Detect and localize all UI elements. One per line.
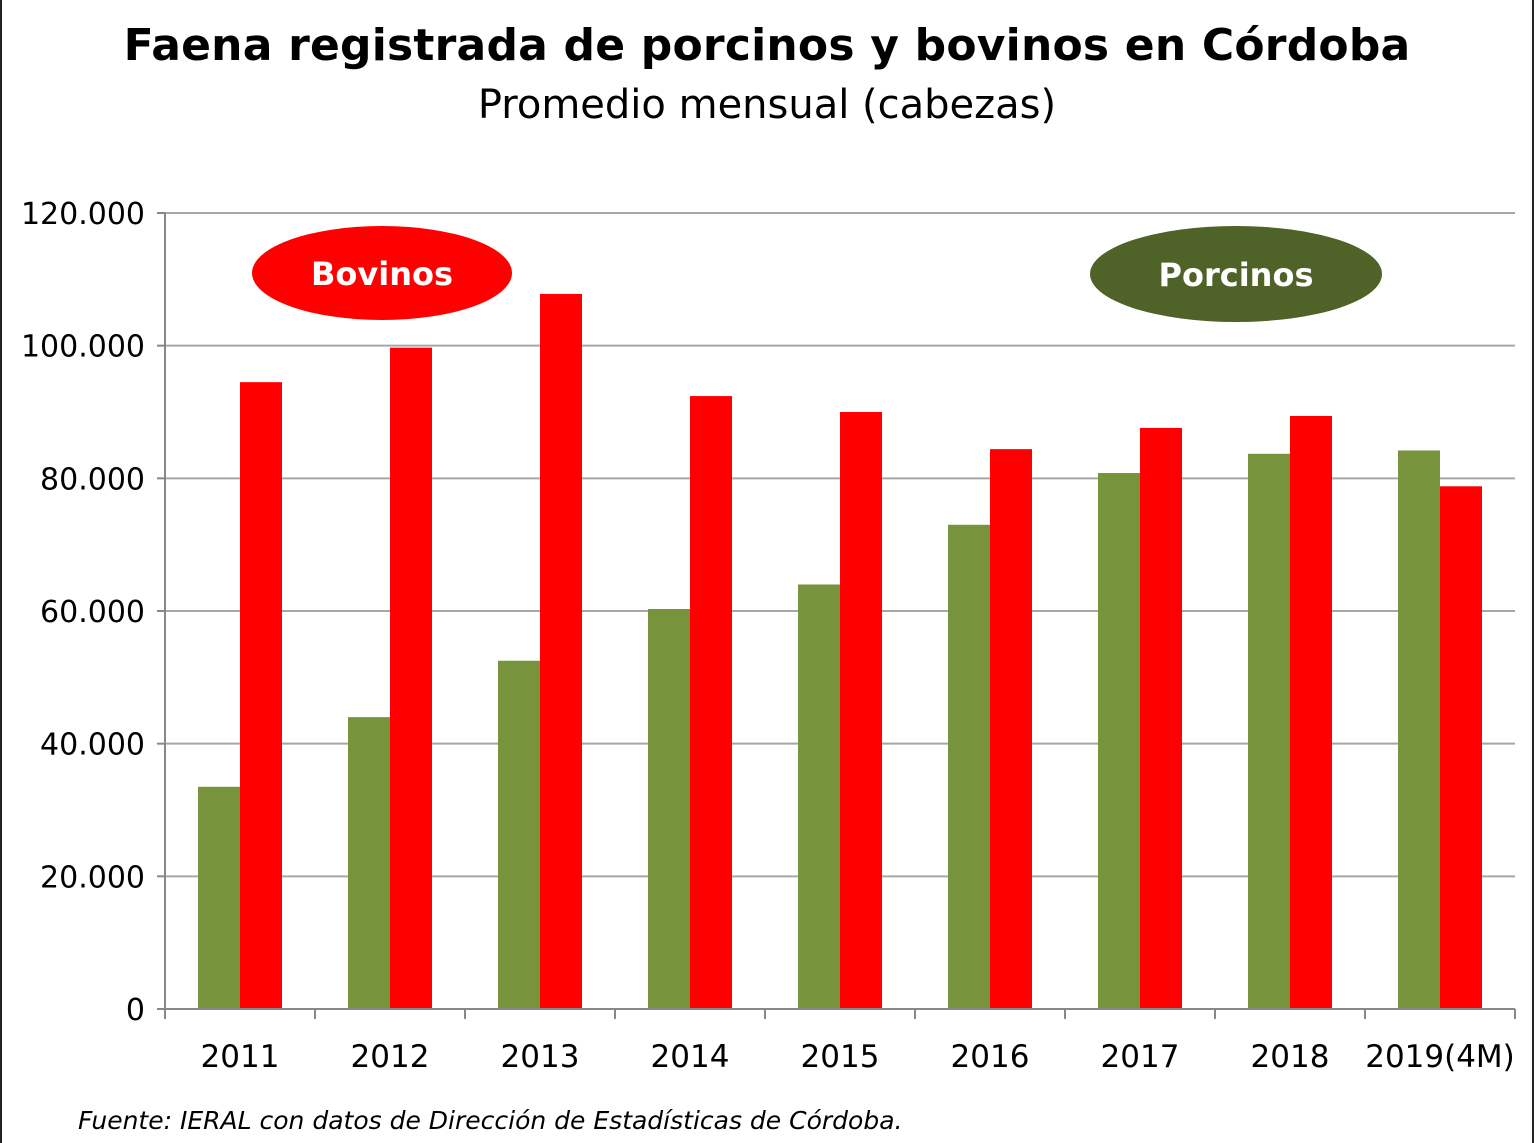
y-tick-label: 100.000 <box>21 330 145 365</box>
y-tick-label: 20.000 <box>40 860 145 895</box>
bar-bovinos-2015 <box>840 412 882 1009</box>
legend-badge-porcinos <box>1090 226 1382 322</box>
x-tick-label: 2015 <box>801 1039 880 1075</box>
bar-bovinos-2019(4M) <box>1440 486 1482 1009</box>
legend: Bovinos Porcinos <box>252 226 1382 322</box>
x-tick-label: 2014 <box>651 1039 730 1075</box>
bar-bovinos-2016 <box>990 449 1032 1009</box>
bar-porcinos-2016 <box>948 524 990 1009</box>
bar-bovinos-2012 <box>390 347 432 1009</box>
x-tick-label: 2019(4M) <box>1365 1039 1515 1075</box>
bar-porcinos-2017 <box>1098 473 1140 1009</box>
source-note: Fuente: IERAL con datos de Dirección de … <box>78 1106 903 1135</box>
x-axis-labels: 2011 2012 2013 2014 2015 2016 2017 2018 2019(4M) <box>201 1039 1515 1075</box>
x-axis <box>164 213 1516 1019</box>
y-tick-label: 80.000 <box>40 462 145 497</box>
bar-bovinos-2014 <box>690 396 732 1010</box>
bar-bovinos-2013 <box>540 293 582 1010</box>
y-axis-ticks: 0 20.000 40.000 60.000 80.000 100.000 120.000 <box>21 197 165 1028</box>
x-tick-label: 2011 <box>201 1039 280 1075</box>
x-tick-label: 2018 <box>1251 1039 1330 1075</box>
chart-subtitle: Promedio mensual (cabezas) <box>477 82 1057 128</box>
bar-porcinos-2018 <box>1248 453 1290 1009</box>
bar-porcinos-2019(4M) <box>1398 450 1440 1009</box>
bar-porcinos-2013 <box>498 660 540 1009</box>
legend-label-bovinos: Bovinos <box>311 255 453 293</box>
x-tick-label: 2016 <box>951 1039 1030 1075</box>
bar-bovinos-2017 <box>1140 427 1182 1009</box>
x-tick-label: 2017 <box>1101 1039 1180 1075</box>
legend-label-porcinos: Porcinos <box>1159 256 1314 294</box>
bar-bovinos-2018 <box>1290 415 1332 1010</box>
bar-porcinos-2011 <box>198 786 240 1009</box>
y-tick-label: 40.000 <box>40 728 145 763</box>
legend-badge-bovinos <box>252 226 512 320</box>
bar-bovinos-2011 <box>240 382 282 1009</box>
y-tick-label: 120.000 <box>21 197 145 232</box>
bar-porcinos-2012 <box>348 717 390 1009</box>
x-tick-label: 2013 <box>501 1039 580 1075</box>
y-tick-label: 0 <box>126 993 145 1028</box>
x-tick-label: 2012 <box>351 1039 430 1075</box>
y-tick-label: 60.000 <box>40 595 145 630</box>
chart-title: Faena registrada de porcinos y bovinos e… <box>123 20 1411 71</box>
bars <box>198 293 1482 1010</box>
bar-porcinos-2015 <box>798 584 840 1009</box>
bar-porcinos-2014 <box>648 609 690 1009</box>
